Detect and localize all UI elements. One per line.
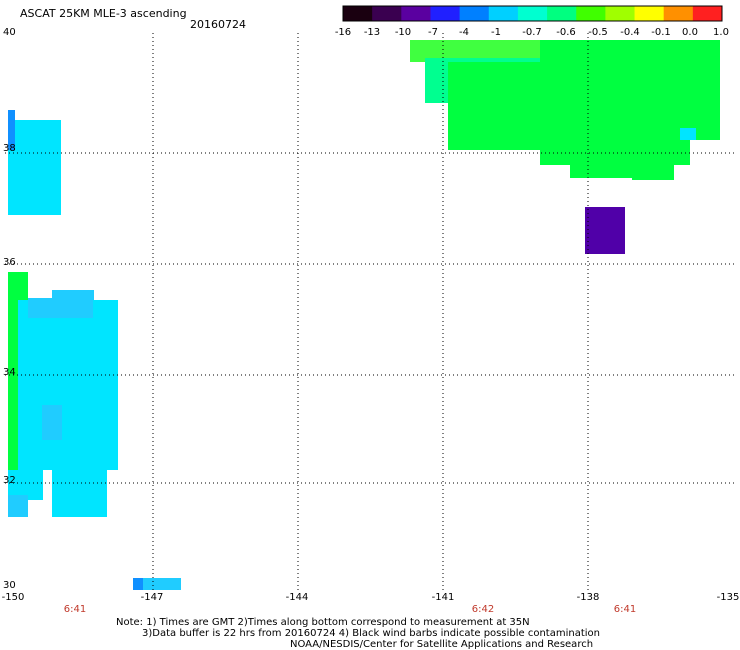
colorbar-segment [663, 6, 694, 21]
colorbar-label: -0.5 [588, 27, 608, 38]
swath-cell [632, 165, 674, 180]
swath-cell [133, 578, 181, 590]
colorbar-label: -0.7 [522, 27, 542, 38]
colorbar-segment [430, 6, 461, 21]
colorbar-segment [488, 6, 519, 21]
colorbar-segment [692, 6, 723, 21]
note-line: 3)Data buffer is 22 hrs from 20160724 4)… [142, 628, 600, 639]
swath-cell [133, 578, 143, 590]
swath-cell [680, 128, 696, 140]
swath-cell [28, 298, 93, 318]
colorbar-frame [342, 5, 723, 22]
swath-cell [410, 40, 550, 62]
swath-cell [540, 40, 720, 140]
lat-label: 32 [3, 475, 16, 486]
colorbar-segment [401, 6, 431, 21]
swath-cell [8, 110, 15, 150]
colorbar-segment [547, 6, 577, 21]
colorbar-label: 0.0 [682, 27, 698, 38]
note-line: Note: 1) Times are GMT 2)Times along bot… [116, 617, 530, 628]
lon-label: -138 [576, 592, 600, 603]
colorbar-label: 1.0 [713, 27, 729, 38]
colorbar-label: -1 [491, 27, 501, 38]
colorbar-segment [517, 6, 548, 21]
colorbar-label: -10 [394, 27, 412, 38]
colorbar-segment [605, 6, 636, 21]
time-label: 6:42 [471, 604, 495, 615]
colorbar-segment [576, 6, 606, 21]
map-title: ASCAT 25KM MLE-3 ascending [20, 7, 187, 20]
colorbar-label: -4 [459, 27, 469, 38]
swath-cell [8, 495, 28, 517]
lon-label: -135 [716, 592, 740, 603]
lat-label: 36 [3, 257, 16, 268]
time-label: 6:41 [613, 604, 637, 615]
colorbar [342, 5, 723, 22]
colorbar-label: -7 [428, 27, 438, 38]
colorbar-label: -0.1 [651, 27, 671, 38]
lon-label: -141 [431, 592, 455, 603]
lat-label: 38 [3, 143, 16, 154]
colorbar-label: -0.6 [556, 27, 576, 38]
swath-cell [8, 120, 61, 215]
colorbar-label: -16 [334, 27, 352, 38]
swath-cell [540, 130, 690, 165]
colorbar-segment [372, 6, 402, 21]
lon-label: -147 [140, 592, 164, 603]
swath-cell [448, 62, 548, 150]
lat-label: 34 [3, 367, 16, 378]
swath-data [8, 40, 720, 590]
swath-cell [585, 207, 625, 254]
swath-cell [52, 290, 94, 300]
note-line: NOAA/NESDIS/Center for Satellite Applica… [290, 639, 594, 650]
lat-label: 30 [3, 580, 16, 591]
gridlines [5, 33, 735, 590]
lat-label: 40 [3, 27, 16, 38]
colorbar-segment [634, 6, 665, 21]
swath-cell [18, 300, 118, 470]
swath-cell [52, 465, 107, 517]
lon-label: -150 [1, 592, 25, 603]
colorbar-segment [343, 6, 373, 21]
swath-cell [42, 405, 62, 440]
colorbar-segment [459, 6, 490, 21]
map-date: 20160724 [190, 18, 246, 31]
colorbar-label: -0.4 [620, 27, 640, 38]
lon-label: -144 [285, 592, 309, 603]
colorbar-label: -13 [363, 27, 381, 38]
time-label: 6:41 [63, 604, 87, 615]
